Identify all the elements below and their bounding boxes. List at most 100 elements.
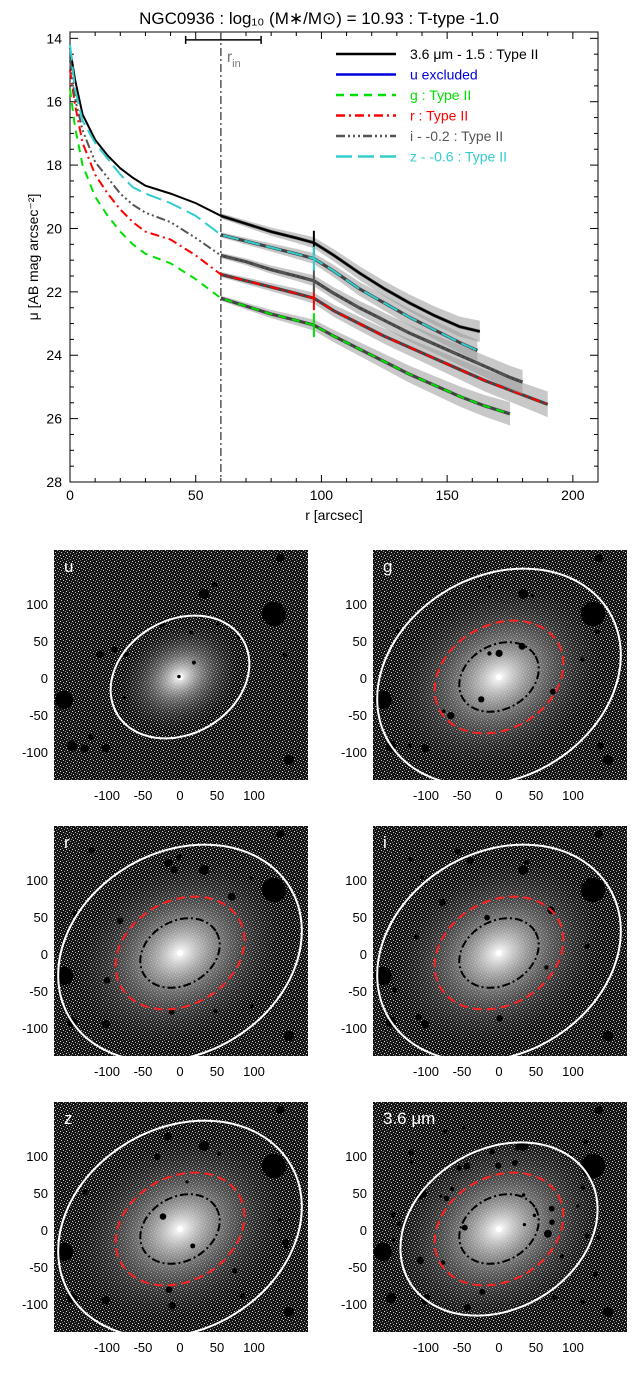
- panel-band-label: g: [383, 557, 392, 576]
- inner-ellipse: [139, 1193, 221, 1265]
- mask-region: [284, 1307, 294, 1317]
- series-uncertainty-band: [220, 271, 548, 418]
- panel-x-tick-label: -50: [134, 788, 153, 803]
- mask-dot: [455, 848, 462, 855]
- mask-region: [199, 865, 209, 875]
- panel-x-tick-label: -100: [413, 788, 439, 803]
- mask-dot: [551, 1295, 557, 1301]
- outer-ellipse: [57, 843, 303, 1063]
- mask-region: [262, 878, 286, 902]
- mask-dot: [177, 674, 181, 679]
- mask-dot: [576, 1204, 580, 1208]
- mask-dot: [80, 744, 89, 753]
- mask-dot: [103, 977, 111, 984]
- band-image-panels: u 100 50 0 -50 -100 -100 -50 0 50 100 g 100 50 0 -50 -10…: [22, 550, 627, 1355]
- y-tick-label: 14: [46, 30, 62, 46]
- panel-x-tick-label: -50: [453, 1064, 472, 1079]
- panel-y-tick-label: 0: [41, 671, 48, 686]
- series-line: [69, 47, 481, 333]
- panel-y-tick-label: 100: [26, 1149, 48, 1164]
- mask-dot: [442, 1129, 448, 1135]
- galaxy-core: [177, 1226, 183, 1232]
- panel-y-tick-label: 50: [353, 910, 367, 925]
- mask-dot: [249, 1004, 254, 1009]
- x-tick-label: 0: [66, 487, 74, 503]
- series-uncertainty-band: [220, 252, 523, 395]
- mask-dot: [463, 1162, 471, 1170]
- mask-dot: [211, 581, 218, 588]
- mask-dot: [522, 1223, 527, 1227]
- panel-x-tick-label: 0: [495, 1340, 502, 1355]
- mask-dot: [390, 1211, 396, 1218]
- mask-dot: [515, 1143, 522, 1151]
- mask-dot: [123, 651, 129, 657]
- mask-dot: [282, 652, 288, 657]
- mask-dot: [524, 859, 530, 865]
- panel-y-tick-label: -100: [341, 1297, 367, 1312]
- mask-dot: [87, 734, 94, 740]
- legend-label: r : Type II: [410, 108, 468, 124]
- panel-x-tick-label: 100: [562, 788, 584, 803]
- mask-dot: [489, 1149, 495, 1155]
- panel-y-tick-label: -50: [348, 708, 367, 723]
- mask-dot: [116, 917, 124, 924]
- series-fit-line: [220, 233, 478, 352]
- mask-region: [518, 589, 528, 599]
- r-in-label: rin: [227, 49, 241, 70]
- panel-x-tick-label: 100: [243, 788, 265, 803]
- panel-y-tick-label: 0: [360, 1223, 367, 1238]
- outer-ellipse: [57, 1119, 303, 1339]
- mask-dot: [111, 646, 118, 653]
- x-tick-label: 200: [561, 487, 585, 503]
- r-in-label-main: r: [227, 49, 233, 66]
- panel-y-tick-label: -50: [29, 984, 48, 999]
- mask-dot: [164, 1132, 173, 1141]
- mask-dot: [447, 712, 455, 720]
- image-panel-z: z 100 50 0 -50 -100 -100 -50 0 50 100: [22, 1102, 308, 1355]
- mask-region: [374, 691, 392, 709]
- mask-dot: [409, 1160, 414, 1164]
- mask-region: [199, 1141, 209, 1151]
- panel-y-tick-label: -100: [22, 1297, 48, 1312]
- image-panel-u: u 100 50 0 -50 -100 -100 -50 0 50 100: [22, 550, 308, 803]
- galaxy-core: [496, 950, 502, 956]
- legend-label: z - -0.6 : Type II: [410, 149, 507, 165]
- mask-dot: [479, 1288, 486, 1295]
- mask-dot: [456, 1165, 462, 1171]
- mask-dot: [550, 688, 556, 695]
- panel-band-label: r: [64, 833, 70, 852]
- legend-label: 3.6 μm - 1.5 : Type II: [410, 46, 538, 62]
- mask-dot: [408, 857, 413, 861]
- mask-region: [102, 1020, 110, 1028]
- mask-region: [374, 967, 392, 985]
- mask-dot: [420, 875, 424, 879]
- mask-dot: [496, 1015, 503, 1022]
- x-tick-label: 100: [310, 487, 334, 503]
- panel-x-tick-label: -50: [453, 788, 472, 803]
- mask-dot: [530, 593, 535, 598]
- panel-y-tick-label: 0: [41, 1223, 48, 1238]
- series-line: [69, 44, 478, 352]
- x-axis-label: r [arcsec]: [305, 507, 363, 523]
- mask-region: [276, 554, 284, 562]
- mask-dot: [521, 1193, 526, 1197]
- mask-dot: [176, 855, 181, 861]
- image-panel-g: g 100 50 0 -50 -100 -100 -50 0 50 100: [341, 550, 627, 803]
- mask-dot: [284, 1245, 288, 1250]
- panel-y-tick-label: -100: [341, 1021, 367, 1036]
- mask-dot: [88, 847, 95, 853]
- inner-ellipse: [458, 1193, 540, 1265]
- mask-dot: [190, 1243, 196, 1249]
- y-tick-label: 26: [46, 411, 62, 427]
- break-ellipse: [433, 1171, 565, 1287]
- mask-dot: [216, 1152, 221, 1157]
- mask-region: [102, 744, 110, 752]
- mask-dot: [282, 1239, 290, 1247]
- y-tick-label: 16: [46, 94, 62, 110]
- panel-x-tick-label: 0: [495, 788, 502, 803]
- series-uncertainty-band: [220, 232, 478, 362]
- break-ellipse: [114, 895, 246, 1011]
- mask-region: [603, 755, 613, 765]
- mask-dot: [95, 650, 104, 659]
- panel-x-tick-label: -100: [94, 1340, 120, 1355]
